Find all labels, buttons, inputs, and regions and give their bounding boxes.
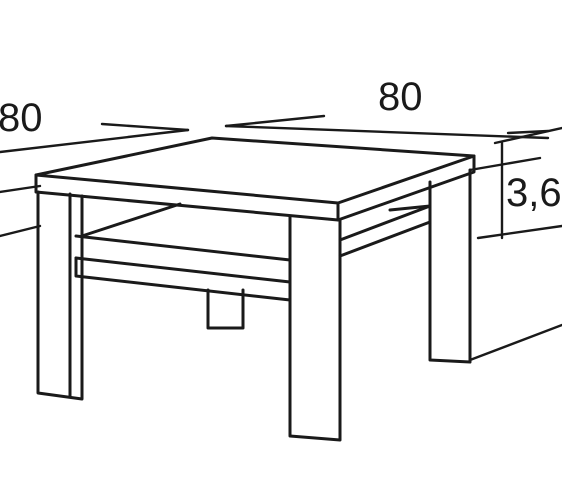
depth-dimension-lines xyxy=(0,122,190,238)
height-dimension-lines xyxy=(468,126,562,362)
depth-dimension-label: 80 xyxy=(0,96,43,140)
table-leg-back-left xyxy=(206,288,245,330)
table-leg-front-left xyxy=(36,190,84,401)
height-dimension-label: 3,6 xyxy=(506,171,562,215)
table-leg-front-right xyxy=(288,214,342,442)
table-leg-back-right xyxy=(428,168,472,364)
table-top xyxy=(34,136,476,222)
table-shelf xyxy=(74,202,432,302)
width-dimension-lines xyxy=(224,114,550,140)
width-dimension-label: 80 xyxy=(378,75,423,119)
